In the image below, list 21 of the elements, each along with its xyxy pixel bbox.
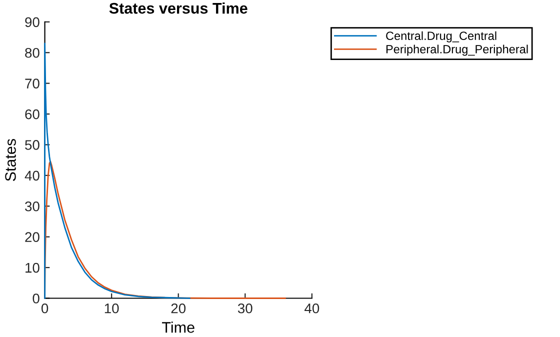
- y-axis-title: States: [5, 138, 16, 182]
- y-tick-label: 90: [25, 17, 40, 28]
- x-tick-label: 40: [304, 303, 320, 314]
- x-tick-label: 10: [104, 303, 119, 314]
- legend-label: Peripheral.Drug_Peripheral: [386, 44, 528, 56]
- y-tick-label: 80: [25, 48, 40, 58]
- y-tick-label: 0: [32, 294, 40, 304]
- y-tick-label: 10: [26, 262, 40, 273]
- legend-label: Central.Drug_Central: [386, 31, 496, 42]
- y-tick-label: 50: [25, 140, 40, 150]
- y-tick-label: 40: [24, 170, 40, 181]
- x-tick-label: 0: [41, 303, 48, 314]
- y-tick-label: 30: [25, 201, 40, 212]
- x-tick-label: 20: [171, 303, 186, 314]
- chart-title: States versus Time: [109, 2, 248, 14]
- y-tick-label: 60: [25, 109, 40, 120]
- line-series: [44, 42, 190, 299]
- x-tick-label: 30: [238, 303, 252, 314]
- y-tick-label: 70: [25, 78, 40, 88]
- y-tick-label: 20: [25, 232, 40, 242]
- x-axis-title: Time: [162, 322, 194, 333]
